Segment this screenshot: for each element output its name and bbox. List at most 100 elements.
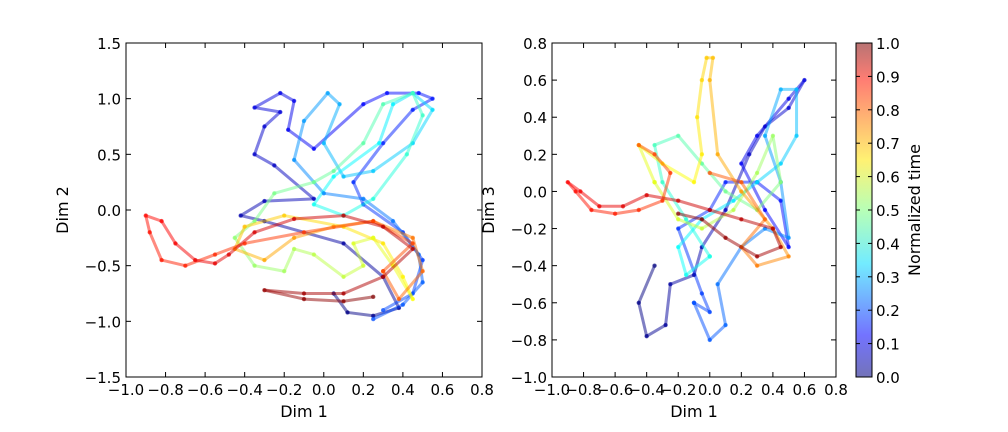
data-point bbox=[723, 235, 728, 241]
x-tick-label: 0.4 bbox=[391, 381, 415, 399]
data-point bbox=[341, 274, 346, 279]
data-point bbox=[739, 179, 744, 185]
data-point bbox=[282, 213, 287, 218]
trajectory-segment bbox=[676, 227, 704, 295]
data-point bbox=[384, 90, 390, 96]
trajectory-segment bbox=[253, 264, 286, 273]
data-point bbox=[341, 241, 346, 246]
y-tick-label: −0.5 bbox=[85, 258, 121, 276]
x-tick-label: −0.6 bbox=[187, 381, 223, 399]
trajectory-segment bbox=[716, 245, 743, 286]
trajectory-segment bbox=[653, 134, 680, 147]
data-point bbox=[410, 90, 415, 96]
trajectory-segment bbox=[613, 208, 641, 216]
trajectory-segment bbox=[302, 219, 375, 234]
data-point bbox=[282, 269, 287, 274]
trajectory-segment bbox=[312, 169, 336, 184]
data-point bbox=[380, 269, 386, 274]
colorbar-tick-label: 0.3 bbox=[876, 269, 900, 287]
data-point bbox=[754, 263, 760, 268]
trajectory-segment bbox=[637, 199, 664, 212]
data-point bbox=[396, 296, 402, 302]
trajectory-segment bbox=[731, 171, 759, 212]
trajectory-segment bbox=[381, 225, 415, 251]
trajectory-segment bbox=[292, 214, 346, 221]
trajectory-segment bbox=[668, 273, 696, 286]
data-point bbox=[262, 198, 267, 204]
trajectory-segment bbox=[637, 264, 657, 305]
trajectory-segment bbox=[637, 301, 649, 338]
trajectory-segment bbox=[755, 245, 783, 258]
trajectory-segment bbox=[724, 236, 759, 258]
trajectory-segment bbox=[227, 230, 257, 257]
trajectory-segment bbox=[302, 91, 330, 123]
colorbar-tick-label: 0.0 bbox=[876, 369, 900, 387]
axes-frame bbox=[551, 42, 837, 378]
trajectory-segment bbox=[381, 247, 415, 279]
trajectory-segment bbox=[262, 110, 282, 128]
data-point bbox=[612, 211, 618, 216]
x-tick-label: 0.2 bbox=[351, 381, 375, 399]
trajectory-segment bbox=[401, 280, 425, 307]
data-point bbox=[668, 170, 673, 176]
trajectory-segment bbox=[755, 254, 791, 268]
trajectory-segment bbox=[676, 217, 704, 231]
data-point bbox=[252, 230, 257, 235]
trajectory-segment bbox=[692, 245, 704, 277]
data-point bbox=[193, 257, 198, 263]
trajectory-segment bbox=[755, 180, 783, 203]
data-point bbox=[183, 263, 188, 268]
trajectory-segment bbox=[653, 143, 664, 184]
data-point bbox=[262, 257, 267, 263]
data-point bbox=[636, 142, 641, 148]
trajectory-segment bbox=[361, 102, 385, 145]
data-point bbox=[410, 235, 415, 241]
trajectory-segment bbox=[692, 152, 704, 184]
data-point bbox=[371, 316, 376, 322]
data-point bbox=[694, 115, 700, 120]
data-point bbox=[345, 310, 350, 315]
y-axis-label: Dim 2 bbox=[53, 186, 72, 234]
data-point bbox=[371, 313, 376, 318]
y-tick-label: 0.0 bbox=[97, 202, 121, 220]
data-point bbox=[380, 308, 386, 313]
data-point bbox=[739, 189, 744, 194]
data-point bbox=[291, 235, 297, 241]
x-tick-label: −1.0 bbox=[534, 381, 570, 399]
trajectory-segment bbox=[342, 264, 365, 279]
data-point bbox=[778, 87, 783, 92]
data-point bbox=[331, 174, 336, 179]
data-point bbox=[371, 196, 376, 202]
trajectory-segment bbox=[763, 208, 791, 249]
data-point bbox=[410, 296, 415, 302]
data-point bbox=[731, 207, 736, 213]
data-point bbox=[778, 179, 783, 185]
trajectory-segment bbox=[342, 225, 385, 245]
y-tick-label: 0.5 bbox=[97, 146, 121, 164]
data-point bbox=[159, 218, 164, 224]
data-point bbox=[380, 141, 386, 146]
data-point bbox=[663, 322, 668, 328]
data-point bbox=[578, 189, 583, 194]
trajectory-segment bbox=[371, 303, 405, 321]
trajectory-segment bbox=[645, 193, 680, 203]
data-point bbox=[311, 146, 317, 151]
data-point bbox=[321, 141, 326, 146]
trajectory-segment bbox=[286, 99, 296, 132]
data-point bbox=[371, 168, 376, 174]
data-point bbox=[652, 152, 657, 157]
data-point bbox=[420, 113, 425, 118]
trajectory-segment bbox=[676, 134, 704, 166]
data-point bbox=[704, 55, 709, 61]
data-point bbox=[723, 179, 728, 185]
trajectory-segment bbox=[700, 162, 728, 193]
axes-frame bbox=[125, 42, 483, 378]
data-point bbox=[301, 230, 307, 235]
x-tick-label: 0.8 bbox=[824, 381, 848, 399]
data-point bbox=[291, 246, 297, 252]
y-tick-label: 0.4 bbox=[523, 109, 547, 127]
y-tick-label: −0.4 bbox=[511, 258, 547, 276]
data-point bbox=[242, 224, 247, 229]
trajectory-segment bbox=[148, 230, 164, 262]
data-point bbox=[589, 207, 594, 213]
